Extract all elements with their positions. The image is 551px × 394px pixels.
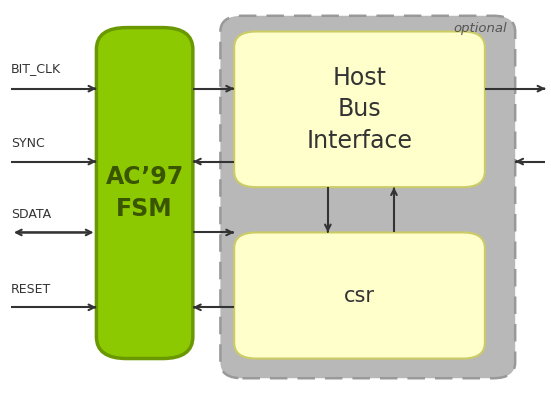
Text: Host
Bus
Interface: Host Bus Interface [306, 66, 413, 153]
Text: RESET: RESET [11, 283, 51, 296]
Text: BIT_CLK: BIT_CLK [11, 63, 61, 75]
Text: AC’97
FSM: AC’97 FSM [105, 165, 184, 221]
FancyBboxPatch shape [96, 28, 193, 359]
Text: SDATA: SDATA [11, 208, 51, 221]
FancyBboxPatch shape [234, 232, 485, 359]
FancyBboxPatch shape [234, 32, 485, 187]
FancyBboxPatch shape [220, 16, 515, 378]
Text: optional: optional [453, 22, 507, 35]
Text: csr: csr [344, 286, 375, 305]
Text: SYNC: SYNC [11, 138, 45, 150]
